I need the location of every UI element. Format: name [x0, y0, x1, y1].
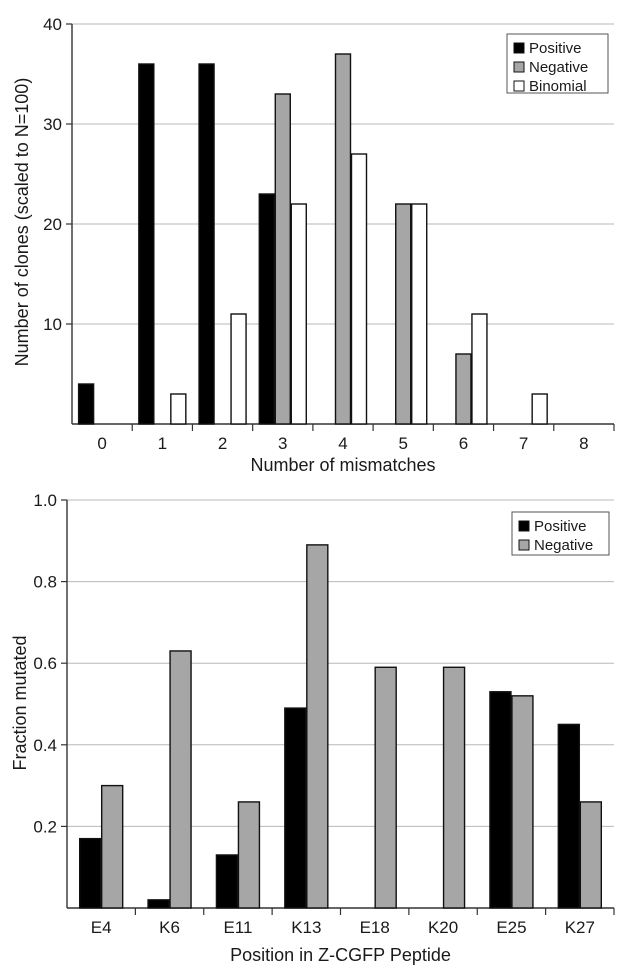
legend-swatch-positive: [513, 42, 525, 54]
legend-box: [511, 511, 610, 556]
bar-binomial: [350, 153, 368, 425]
bar-positive: [557, 723, 581, 909]
legend-swatch-negative: [518, 539, 530, 551]
bar-positive: [77, 383, 95, 425]
x-tick-label: E25: [496, 918, 526, 937]
bar-negative: [306, 544, 329, 909]
bar-positive: [138, 63, 155, 425]
y-axis-title: Number of clones (scaled to N=100): [12, 78, 32, 367]
legend: Positive Negative Binomial: [506, 33, 609, 95]
x-tick-label: 0: [97, 434, 106, 453]
x-tick-label: K6: [159, 918, 180, 937]
bar-binomial: [230, 313, 247, 425]
bar-negative: [442, 666, 466, 909]
x-tick-label: K13: [291, 918, 321, 937]
bar-negative: [169, 650, 192, 909]
legend-label: Binomial: [529, 78, 587, 95]
x-tick-label: 8: [579, 434, 588, 453]
legend-swatch-positive: [518, 520, 530, 532]
x-tick-label: E18: [360, 918, 390, 937]
bar-binomial: [531, 393, 548, 425]
bar-negative: [237, 801, 261, 909]
x-tick-label: 7: [519, 434, 528, 453]
x-tick-label: 3: [278, 434, 287, 453]
bar-negative: [395, 203, 412, 425]
bar-negative: [579, 801, 603, 909]
bar-negative: [511, 695, 534, 909]
x-tick-label: E4: [91, 918, 112, 937]
bar-positive: [215, 854, 239, 909]
y-tick-label: 0.4: [33, 736, 57, 755]
y-tick-label: 0.2: [33, 817, 57, 836]
x-tick-label: K27: [565, 918, 595, 937]
bar-positive: [198, 63, 215, 425]
bar-positive: [78, 837, 102, 909]
mismatch-histogram-chart: 10 20 30 40 0 1 2 3 4 5 6 7 8 Number of mismatches Num…: [12, 15, 615, 475]
y-tick-label: 20: [43, 215, 62, 234]
legend-label: Negative: [534, 537, 593, 554]
y-tick-label: 10: [43, 315, 62, 334]
fraction-mutated-chart: 0.2 0.4 0.6 0.8 1.0 E4 K6 E11 K13 E18 K20 E25 K27 Pos…: [10, 491, 615, 965]
y-axis-title: Fraction mutated: [10, 635, 30, 770]
bar-binomial: [170, 393, 187, 425]
legend-swatch-negative: [513, 61, 525, 73]
bar-negative: [455, 353, 472, 425]
x-tick-label: 2: [218, 434, 227, 453]
y-tick-label: 0.8: [33, 573, 57, 592]
y-tick-label: 40: [43, 15, 62, 34]
x-axis-title: Number of mismatches: [250, 455, 435, 475]
legend-label: Positive: [529, 40, 582, 57]
bar-positive: [489, 691, 512, 909]
bar-binomial: [290, 203, 307, 425]
x-tick-label: 5: [398, 434, 407, 453]
x-tick-label: K20: [428, 918, 458, 937]
y-tick-label: 0.6: [33, 654, 57, 673]
bar-negative: [274, 93, 291, 425]
legend-swatch-binomial: [513, 80, 525, 92]
legend-label: Positive: [534, 518, 587, 535]
bar-binomial: [411, 203, 428, 425]
y-tick-label: 1.0: [33, 491, 57, 510]
x-tick-label: 4: [338, 434, 347, 453]
bar-negative: [100, 784, 124, 909]
y-tick-label: 30: [43, 115, 62, 134]
x-tick-label: 1: [158, 434, 167, 453]
bar-binomial: [471, 313, 488, 425]
legend: Positive Negative: [511, 511, 610, 556]
x-tick-label: 6: [459, 434, 468, 453]
bar-positive: [284, 707, 307, 909]
bar-negative: [334, 53, 352, 425]
bar-positive: [258, 193, 275, 425]
x-tick-label: E11: [223, 918, 252, 937]
x-axis-title: Position in Z-CGFP Peptide: [230, 945, 451, 965]
bar-positive: [147, 899, 170, 909]
bar-negative: [374, 666, 397, 909]
legend-label: Negative: [529, 59, 588, 76]
